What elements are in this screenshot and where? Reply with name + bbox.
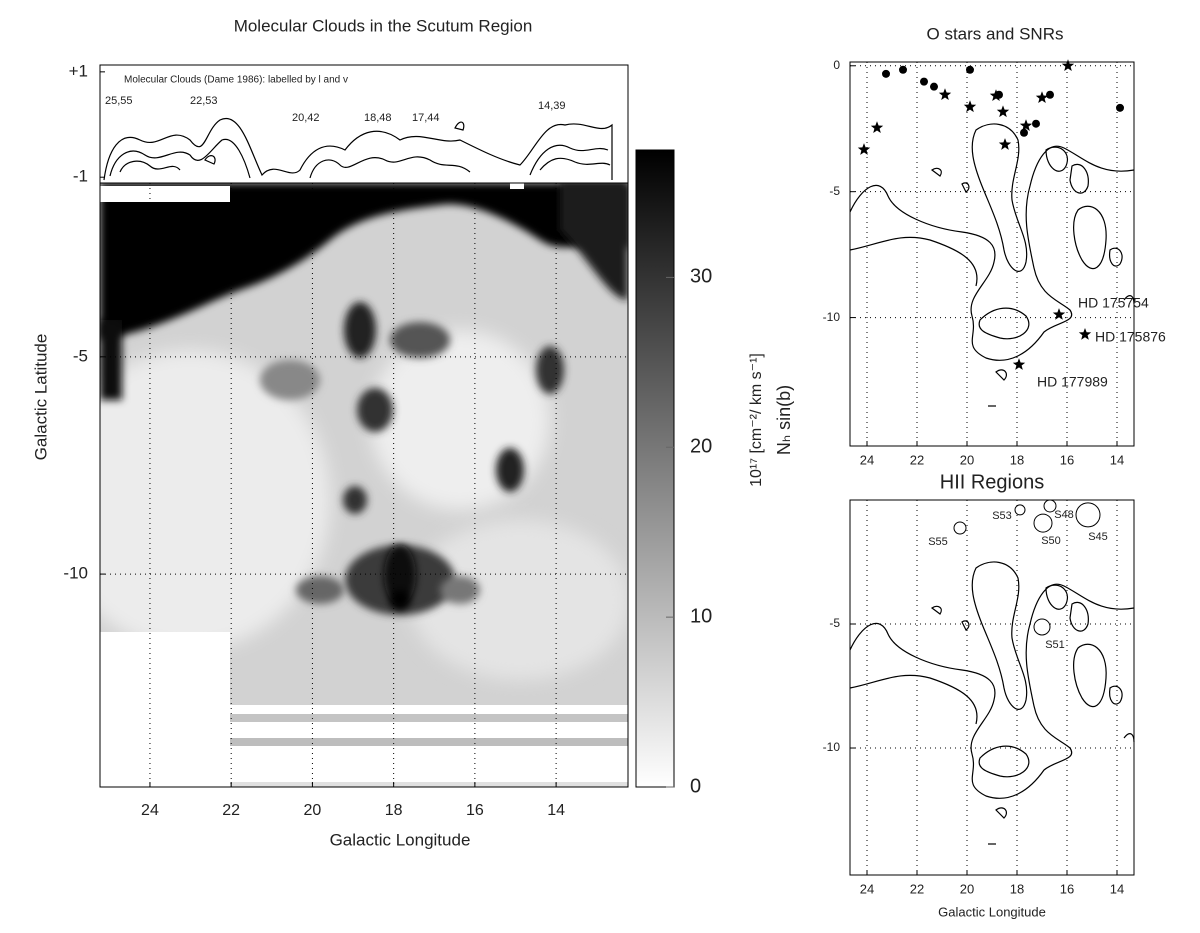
x-tick-label: 18 bbox=[385, 802, 403, 819]
x-tick-label: 24 bbox=[860, 881, 874, 896]
cloud-label: 17,44 bbox=[412, 112, 440, 124]
x-tick-label: 18 bbox=[1010, 452, 1024, 467]
x-axis-label: Galactic Longitude bbox=[938, 904, 1046, 919]
x-axis-label: Galactic Longitude bbox=[330, 830, 471, 849]
intensity-map bbox=[100, 183, 628, 787]
colorbar-tick-label: 30 bbox=[690, 266, 712, 288]
y-tick-label: -10 bbox=[63, 564, 88, 583]
colorbar-tick-label: 20 bbox=[690, 436, 712, 458]
hii-label: S48 bbox=[1054, 509, 1074, 521]
star-marker bbox=[963, 100, 977, 113]
hii-region bbox=[1014, 504, 1026, 516]
y-tick-label: 0 bbox=[833, 58, 840, 72]
star-marker bbox=[938, 88, 952, 100]
circle-marker bbox=[966, 65, 974, 74]
star-marker bbox=[1019, 119, 1033, 131]
x-tick-label: 16 bbox=[1060, 881, 1074, 896]
chart-title: Molecular Clouds in the Scutum Region bbox=[234, 16, 533, 35]
y-tick-label: -10 bbox=[823, 310, 841, 324]
colorbar-label: 10¹⁷ [cm⁻²/ km s⁻¹] bbox=[748, 353, 765, 487]
y-tick-label: -5 bbox=[73, 346, 88, 365]
star-marker bbox=[1078, 328, 1092, 340]
x-tick-label: 22 bbox=[910, 881, 924, 896]
hii-region bbox=[1075, 502, 1101, 528]
circle-marker bbox=[1032, 119, 1040, 128]
hii-region bbox=[1043, 499, 1057, 513]
cloud-label: 20,42 bbox=[292, 112, 320, 124]
inset-contours bbox=[103, 117, 613, 181]
circle-marker bbox=[930, 82, 938, 91]
chart-title: HII Regions bbox=[940, 471, 1045, 493]
hii-region bbox=[1033, 513, 1053, 533]
star-marker bbox=[1061, 59, 1075, 71]
y-tick-label: -5 bbox=[829, 184, 840, 198]
inset-title: Molecular Clouds (Dame 1986): labelled b… bbox=[124, 75, 348, 86]
colorbar-sublabel: Nₕ sin(b) bbox=[774, 385, 794, 455]
y-tick-label: +1 bbox=[69, 61, 88, 80]
colorbar-tick-label: 10 bbox=[690, 605, 712, 627]
x-tick-label: 20 bbox=[960, 881, 974, 896]
y-tick-label: -10 bbox=[823, 740, 841, 754]
colorbar-tick-label: 0 bbox=[690, 775, 701, 797]
hii-region bbox=[1033, 618, 1051, 636]
x-tick-label: 14 bbox=[1110, 452, 1124, 467]
hii-label: S53 bbox=[992, 510, 1012, 522]
hii-region bbox=[953, 521, 967, 535]
x-tick-label: 14 bbox=[1110, 881, 1124, 896]
x-tick-label: 20 bbox=[960, 452, 974, 467]
star-marker bbox=[870, 121, 884, 133]
y-tick-label: -1 bbox=[73, 167, 88, 186]
stars-frame bbox=[849, 61, 1135, 447]
cloud-label: 22,53 bbox=[190, 95, 218, 107]
cloud-label: 14,39 bbox=[538, 100, 566, 112]
hii-label: S45 bbox=[1088, 531, 1108, 543]
x-tick-label: 24 bbox=[141, 802, 159, 819]
star-marker bbox=[1012, 358, 1026, 370]
colorbar bbox=[635, 149, 675, 788]
star-marker bbox=[998, 138, 1012, 150]
circle-marker bbox=[1116, 103, 1124, 112]
hii-label: S51 bbox=[1045, 639, 1065, 651]
chart-title: O stars and SNRs bbox=[927, 24, 1064, 43]
star-marker bbox=[857, 143, 871, 155]
circle-marker bbox=[1020, 128, 1028, 137]
x-tick-label: 14 bbox=[547, 802, 565, 819]
star-label: HD 177989 bbox=[1037, 374, 1108, 390]
x-tick-label: 16 bbox=[1060, 452, 1074, 467]
hii-label: S55 bbox=[928, 536, 948, 548]
x-tick-label: 24 bbox=[860, 452, 874, 467]
circle-marker bbox=[920, 77, 928, 86]
x-tick-label: 20 bbox=[304, 802, 322, 819]
x-tick-label: 22 bbox=[910, 452, 924, 467]
x-tick-label: 16 bbox=[466, 802, 484, 819]
star-label: HD 175876 bbox=[1095, 329, 1166, 345]
hii-label: S50 bbox=[1041, 535, 1061, 547]
y-tick-label: -5 bbox=[829, 616, 840, 630]
x-tick-label: 18 bbox=[1010, 881, 1024, 896]
circle-marker bbox=[899, 65, 907, 74]
circle-marker bbox=[995, 90, 1003, 99]
star-label: HD 175754 bbox=[1078, 295, 1149, 311]
star-marker bbox=[1052, 308, 1066, 320]
circle-marker bbox=[882, 69, 890, 78]
cloud-label: 18,48 bbox=[364, 112, 392, 124]
star-marker bbox=[1035, 91, 1049, 103]
circle-marker bbox=[1046, 90, 1054, 99]
hii-frame bbox=[849, 499, 1135, 876]
cloud-label: 25,55 bbox=[105, 95, 133, 107]
x-tick-label: 22 bbox=[222, 802, 240, 819]
inset-frame bbox=[99, 64, 629, 184]
y-axis-label: Galactic Latitude bbox=[31, 334, 50, 461]
star-marker bbox=[996, 105, 1010, 118]
